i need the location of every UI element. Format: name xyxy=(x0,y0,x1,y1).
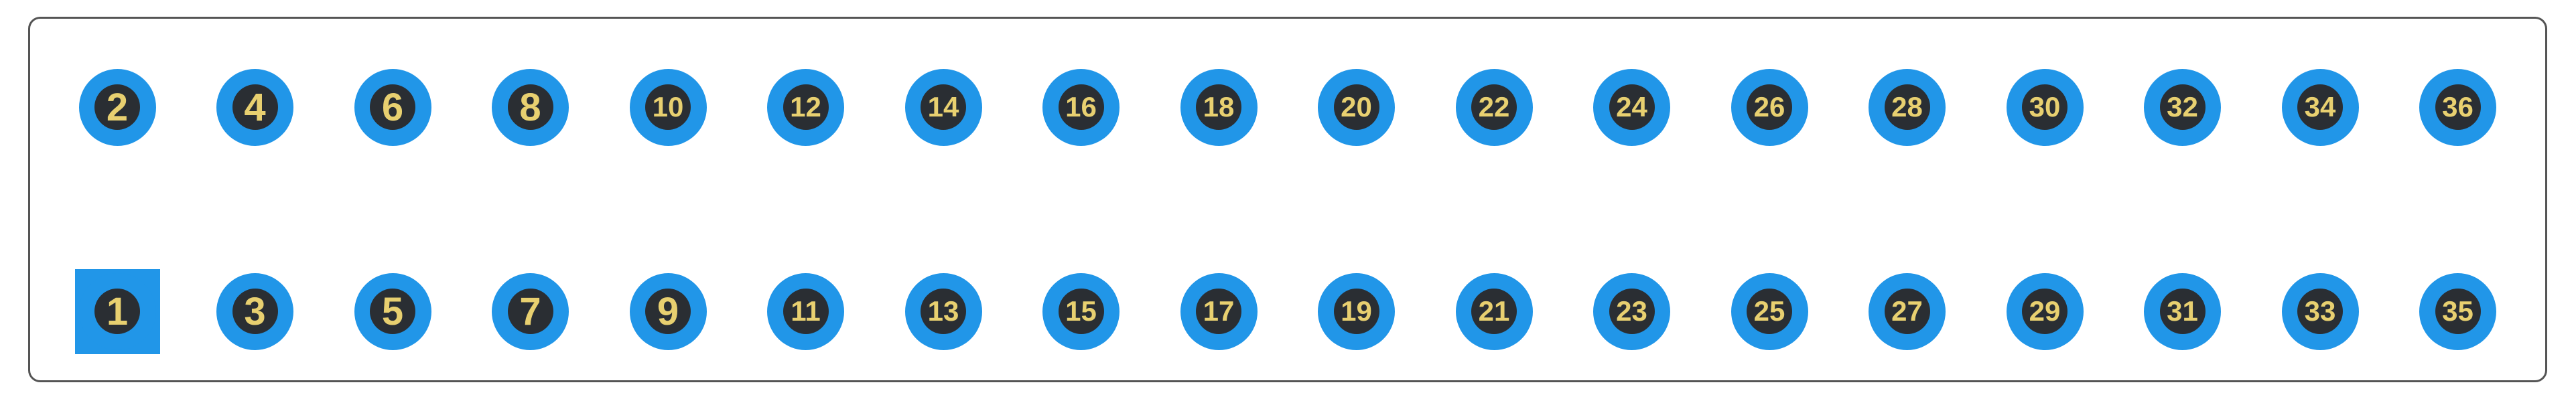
pin-label: 11 xyxy=(791,295,820,327)
pin-label: 8 xyxy=(519,85,541,130)
pin-4: 4 xyxy=(216,69,293,146)
pin-32: 32 xyxy=(2144,69,2221,146)
pin-34: 34 xyxy=(2282,69,2359,146)
pin-11: 11 xyxy=(767,273,844,350)
pin-5: 5 xyxy=(354,273,431,350)
pin-33: 33 xyxy=(2282,273,2359,350)
pin-8: 8 xyxy=(492,69,569,146)
pin-29: 29 xyxy=(2007,273,2084,350)
pin-label: 30 xyxy=(2029,91,2061,123)
pin-35: 35 xyxy=(2419,273,2496,350)
pin-label: 27 xyxy=(1891,295,1923,327)
pin-label: 26 xyxy=(1754,91,1785,123)
pin-18: 18 xyxy=(1180,69,1258,146)
pin-22: 22 xyxy=(1456,69,1533,146)
pin-20: 20 xyxy=(1318,69,1395,146)
pin-1: 1 xyxy=(79,273,156,350)
pin-27: 27 xyxy=(1869,273,1946,350)
pin-28: 28 xyxy=(1869,69,1946,146)
pin-label: 7 xyxy=(519,289,541,334)
pin-label: 23 xyxy=(1616,295,1647,327)
pin-16: 16 xyxy=(1042,69,1120,146)
pin-label: 16 xyxy=(1065,91,1097,123)
pin-13: 13 xyxy=(905,273,982,350)
pin-label: 14 xyxy=(928,91,959,123)
pin-label: 34 xyxy=(2305,91,2336,123)
pin-label: 13 xyxy=(928,295,959,327)
pin-label: 21 xyxy=(1479,295,1510,327)
pin-label: 3 xyxy=(244,289,265,334)
pin-label: 18 xyxy=(1203,91,1235,123)
pin-label: 25 xyxy=(1754,295,1785,327)
pin-36: 36 xyxy=(2419,69,2496,146)
pin-label: 29 xyxy=(2029,295,2061,327)
pin-23: 23 xyxy=(1593,273,1670,350)
pin-17: 17 xyxy=(1180,273,1258,350)
pin-14: 14 xyxy=(905,69,982,146)
pin-19: 19 xyxy=(1318,273,1395,350)
pin-label: 36 xyxy=(2442,91,2473,123)
pin-31: 31 xyxy=(2144,273,2221,350)
pin-7: 7 xyxy=(492,273,569,350)
pin-6: 6 xyxy=(354,69,431,146)
pin-24: 24 xyxy=(1593,69,1670,146)
pin-10: 10 xyxy=(630,69,707,146)
pin-2: 2 xyxy=(79,69,156,146)
pin-container: 2468101214161820222426283032343613579111… xyxy=(0,0,2576,399)
pin-label: 19 xyxy=(1341,295,1372,327)
pin-25: 25 xyxy=(1731,273,1808,350)
pin-label: 12 xyxy=(790,91,821,123)
pin-label: 17 xyxy=(1203,295,1235,327)
pin-15: 15 xyxy=(1042,273,1120,350)
pin-9: 9 xyxy=(630,273,707,350)
pin-21: 21 xyxy=(1456,273,1533,350)
pin-label: 22 xyxy=(1479,91,1510,123)
pin-30: 30 xyxy=(2007,69,2084,146)
pin-label: 33 xyxy=(2305,295,2336,327)
pin-label: 15 xyxy=(1065,295,1097,327)
pin-label: 10 xyxy=(653,91,684,123)
pin-label: 2 xyxy=(107,85,128,130)
pin-label: 5 xyxy=(382,289,403,334)
pin-label: 1 xyxy=(107,289,128,334)
pin-12: 12 xyxy=(767,69,844,146)
pin-label: 24 xyxy=(1616,91,1647,123)
pin-label: 31 xyxy=(2167,295,2198,327)
pin-label: 32 xyxy=(2167,91,2198,123)
pin-label: 6 xyxy=(382,85,403,130)
pin-3: 3 xyxy=(216,273,293,350)
pin-label: 4 xyxy=(244,85,265,130)
pin-26: 26 xyxy=(1731,69,1808,146)
pin-label: 35 xyxy=(2442,295,2473,327)
pin-label: 28 xyxy=(1891,91,1923,123)
pin-label: 9 xyxy=(657,289,679,334)
pin-label: 20 xyxy=(1341,91,1372,123)
